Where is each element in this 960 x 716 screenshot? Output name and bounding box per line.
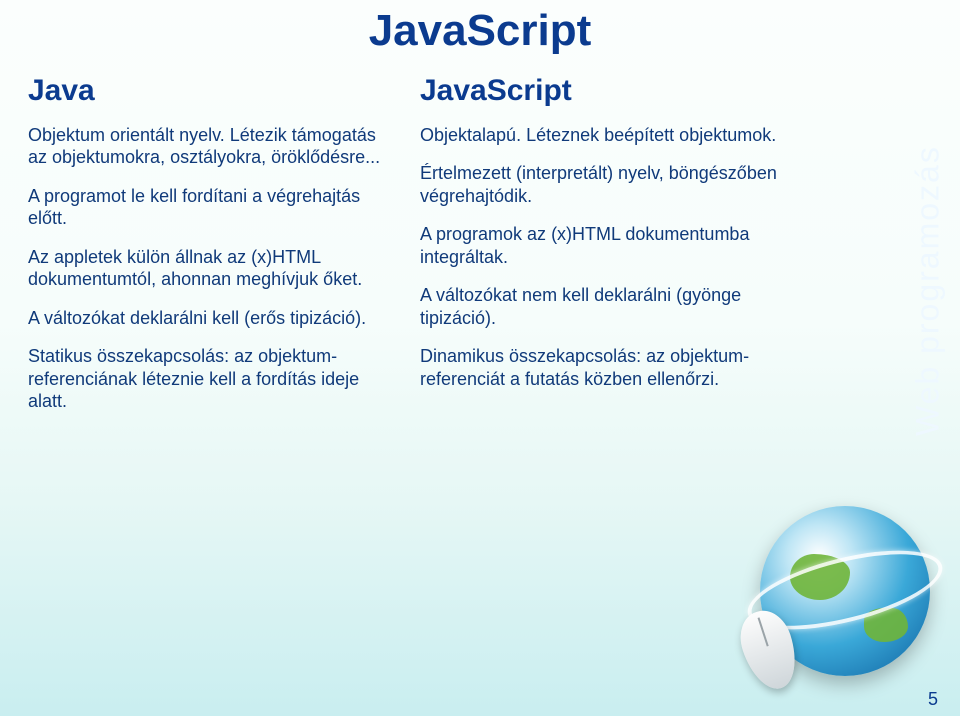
column-java: Java Objektum orientált nyelv. Létezik t… bbox=[28, 72, 398, 429]
java-heading: Java bbox=[28, 72, 398, 110]
globe-graphic bbox=[750, 496, 940, 686]
javascript-heading: JavaScript bbox=[420, 72, 780, 110]
java-para-2: A programot le kell fordítani a végrehaj… bbox=[28, 185, 398, 230]
side-label: Web programozás bbox=[908, 10, 948, 440]
js-para-5: Dinamikus összekapcsolás: az objektum-re… bbox=[420, 345, 780, 390]
js-para-1: Objektalapú. Léteznek beépített objektum… bbox=[420, 124, 780, 147]
slide: JavaScript Java Objektum orientált nyelv… bbox=[0, 0, 960, 716]
java-para-4: A változókat deklarálni kell (erős tipiz… bbox=[28, 307, 398, 330]
js-para-3: A programok az (x)HTML dokumentumba inte… bbox=[420, 223, 780, 268]
java-para-3: Az appletek külön állnak az (x)HTML doku… bbox=[28, 246, 398, 291]
js-para-2: Értelmezett (interpretált) nyelv, böngés… bbox=[420, 162, 780, 207]
js-para-4: A változókat nem kell deklarálni (gyönge… bbox=[420, 284, 780, 329]
slide-title: JavaScript bbox=[0, 6, 960, 56]
java-para-5: Statikus összekapcsolás: az objektum-ref… bbox=[28, 345, 398, 413]
column-javascript: JavaScript Objektalapú. Léteznek beépíte… bbox=[420, 72, 780, 406]
page-number: 5 bbox=[928, 689, 938, 710]
java-para-1: Objektum orientált nyelv. Létezik támoga… bbox=[28, 124, 398, 169]
